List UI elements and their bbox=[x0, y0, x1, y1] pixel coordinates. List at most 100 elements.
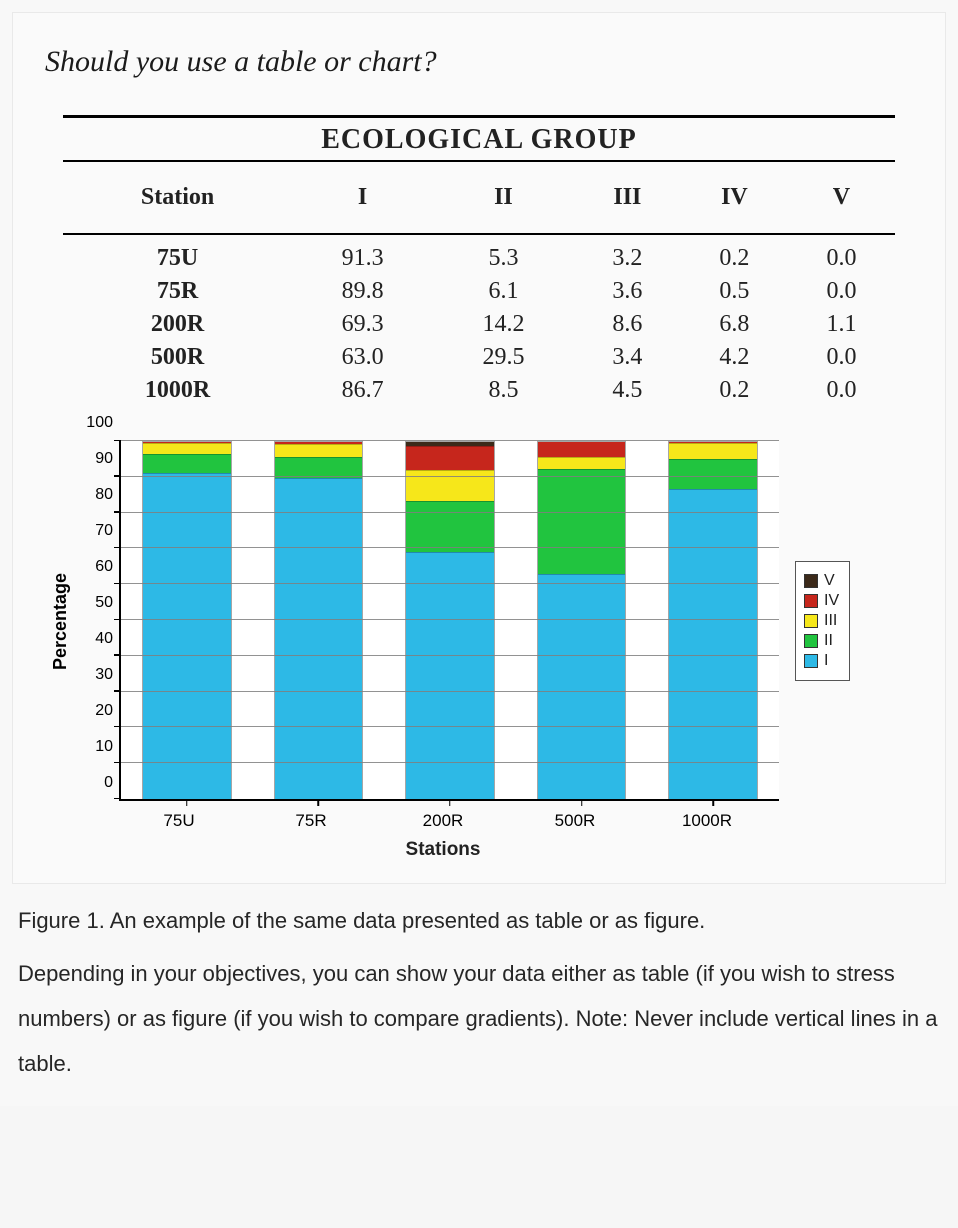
cell-value: 0.2 bbox=[681, 374, 788, 407]
x-axis-label: Stations bbox=[113, 839, 773, 861]
bar-segment-IV bbox=[406, 446, 493, 470]
x-tick-label: 75U bbox=[113, 811, 245, 831]
y-tick-label: 80 bbox=[95, 486, 113, 504]
bar-segment-III bbox=[143, 443, 230, 454]
bar-column bbox=[253, 441, 385, 799]
x-axis-ticks: 75U75R200R500R1000R bbox=[113, 801, 773, 831]
bar-column bbox=[516, 441, 648, 799]
figure-caption: Figure 1. An example of the same data pr… bbox=[18, 898, 940, 1086]
cell-value: 0.0 bbox=[788, 234, 895, 275]
y-tick-label: 70 bbox=[95, 522, 113, 540]
y-tick-mark bbox=[114, 726, 121, 728]
bar-segment-IV bbox=[538, 442, 625, 457]
page: Should you use a table or chart? ECOLOGI… bbox=[0, 0, 958, 1106]
content-card: Should you use a table or chart? ECOLOGI… bbox=[12, 12, 946, 884]
gridline bbox=[121, 583, 779, 584]
cell-value: 69.3 bbox=[292, 308, 433, 341]
col-header-II: II bbox=[433, 162, 574, 234]
bar-segment-I bbox=[143, 473, 230, 799]
page-heading: Should you use a table or chart? bbox=[45, 45, 917, 79]
gridline bbox=[121, 476, 779, 477]
gridline bbox=[121, 619, 779, 620]
ecological-table: ECOLOGICAL GROUP Station I II III IV V 7… bbox=[63, 115, 895, 407]
y-tick-mark bbox=[114, 690, 121, 692]
cell-value: 4.2 bbox=[681, 341, 788, 374]
y-tick-mark bbox=[114, 762, 121, 764]
cell-value: 63.0 bbox=[292, 341, 433, 374]
table-row: 75U91.35.33.20.20.0 bbox=[63, 234, 895, 275]
table-banner-text: ECOLOGICAL GROUP bbox=[321, 124, 636, 155]
bar-segment-II bbox=[406, 501, 493, 552]
stacked-bar-chart: Percentage 0102030405060708090100 VIVIII… bbox=[47, 441, 917, 801]
cell-station: 75R bbox=[63, 275, 292, 308]
plot-area bbox=[119, 441, 779, 801]
legend-item: I bbox=[804, 652, 839, 670]
y-tick-mark bbox=[114, 583, 121, 585]
x-tick-label: 75R bbox=[245, 811, 377, 831]
legend-swatch bbox=[804, 634, 818, 648]
y-tick-mark bbox=[114, 511, 121, 513]
x-tick-mark bbox=[581, 799, 583, 806]
y-tick-mark bbox=[114, 798, 121, 800]
gridline bbox=[121, 547, 779, 548]
caption-line-2: Depending in your objectives, you can sh… bbox=[18, 951, 940, 1086]
y-tick-mark bbox=[114, 547, 121, 549]
table-banner: ECOLOGICAL GROUP bbox=[63, 115, 895, 162]
bars-container bbox=[121, 441, 779, 799]
bar-column bbox=[121, 441, 253, 799]
cell-value: 6.1 bbox=[433, 275, 574, 308]
table-row: 75R89.86.13.60.50.0 bbox=[63, 275, 895, 308]
cell-station: 75U bbox=[63, 234, 292, 275]
cell-value: 3.6 bbox=[574, 275, 681, 308]
x-tick-label: 500R bbox=[509, 811, 641, 831]
legend-label: III bbox=[824, 612, 837, 630]
cell-value: 3.4 bbox=[574, 341, 681, 374]
y-tick-label: 40 bbox=[95, 630, 113, 648]
bar-segment-II bbox=[143, 454, 230, 473]
legend-swatch bbox=[804, 614, 818, 628]
cell-value: 89.8 bbox=[292, 275, 433, 308]
y-tick-label: 100 bbox=[86, 414, 113, 432]
cell-value: 91.3 bbox=[292, 234, 433, 275]
y-axis-ticks: 0102030405060708090100 bbox=[75, 441, 119, 801]
legend-label: I bbox=[824, 652, 828, 670]
y-axis-label-wrap: Percentage bbox=[47, 611, 75, 632]
cell-value: 0.5 bbox=[681, 275, 788, 308]
gridline bbox=[121, 762, 779, 763]
stacked-bar bbox=[274, 441, 363, 799]
y-tick-label: 90 bbox=[95, 450, 113, 468]
gridline bbox=[121, 512, 779, 513]
y-tick-label: 50 bbox=[95, 594, 113, 612]
stacked-bar bbox=[668, 441, 757, 799]
x-tick-mark bbox=[186, 799, 188, 806]
table-row: 500R63.029.53.44.20.0 bbox=[63, 341, 895, 374]
caption-line-1: Figure 1. An example of the same data pr… bbox=[18, 898, 940, 943]
bar-column bbox=[647, 441, 779, 799]
bar-segment-II bbox=[538, 469, 625, 574]
table-row: 1000R86.78.54.50.20.0 bbox=[63, 374, 895, 407]
cell-value: 6.8 bbox=[681, 308, 788, 341]
legend-label: II bbox=[824, 632, 833, 650]
cell-value: 8.6 bbox=[574, 308, 681, 341]
legend-swatch bbox=[804, 594, 818, 608]
col-header-III: III bbox=[574, 162, 681, 234]
stacked-bar bbox=[142, 441, 231, 799]
table-row: 200R69.314.28.66.81.1 bbox=[63, 308, 895, 341]
bar-segment-I bbox=[275, 478, 362, 799]
cell-station: 1000R bbox=[63, 374, 292, 407]
x-tick-mark bbox=[449, 799, 451, 806]
y-tick-label: 10 bbox=[95, 738, 113, 756]
cell-value: 86.7 bbox=[292, 374, 433, 407]
x-tick-mark bbox=[318, 799, 320, 806]
cell-station: 500R bbox=[63, 341, 292, 374]
cell-value: 29.5 bbox=[433, 341, 574, 374]
legend: VIVIIIIII bbox=[795, 561, 850, 681]
cell-station: 200R bbox=[63, 308, 292, 341]
bar-segment-II bbox=[669, 459, 756, 489]
bar-segment-I bbox=[669, 489, 756, 799]
y-tick-mark bbox=[114, 654, 121, 656]
y-tick-mark bbox=[114, 440, 121, 442]
legend-swatch bbox=[804, 574, 818, 588]
cell-value: 0.0 bbox=[788, 374, 895, 407]
y-tick-label: 60 bbox=[95, 558, 113, 576]
